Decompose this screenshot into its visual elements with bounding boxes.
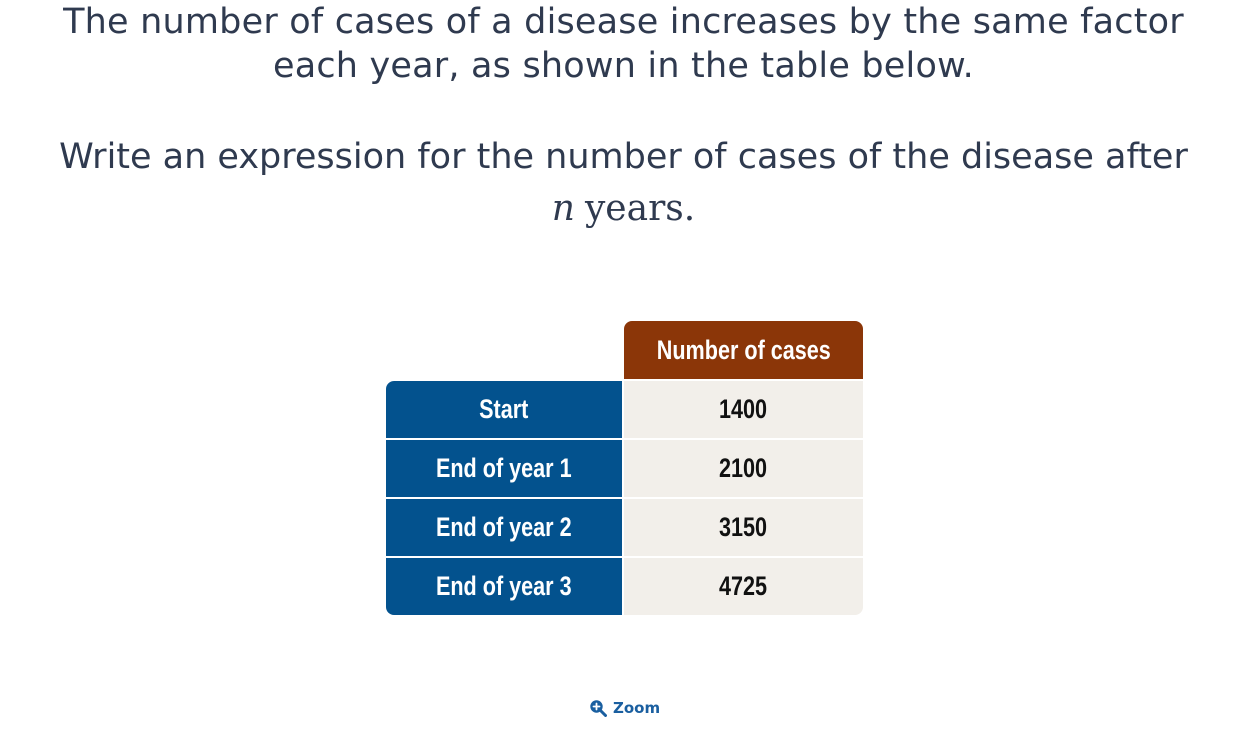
zoom-button[interactable]: Zoom (589, 697, 660, 719)
question-line-2: n years. (40, 186, 1207, 232)
cases-table: Number of cases Start 1400 End of year 1… (386, 321, 863, 617)
table-row: End of year 1 2100 (386, 440, 863, 497)
row-label-cell: End of year 2 (386, 499, 622, 556)
question-suffix: years. (584, 188, 696, 229)
zoom-in-icon (589, 699, 607, 717)
table-header: Number of cases (624, 321, 863, 379)
question-prompt: Write an expression for the number of ca… (40, 134, 1207, 232)
row-label: Start (479, 394, 529, 424)
row-value-cell: 3150 (624, 499, 863, 556)
row-label-cell: End of year 1 (386, 440, 622, 497)
variable-n: n (551, 188, 575, 229)
row-label: End of year 3 (436, 571, 572, 601)
row-label-cell: End of year 3 (386, 558, 622, 615)
table-body: Start 1400 End of year 1 2100 End of yea… (386, 381, 863, 615)
table-row: End of year 2 3150 (386, 499, 863, 556)
table-row: Start 1400 (386, 381, 863, 438)
question-intro: The number of cases of a disease increas… (63, 2, 1184, 86)
row-value-cell: 1400 (624, 381, 863, 438)
row-value: 4725 (719, 571, 768, 601)
row-value-cell: 2100 (624, 440, 863, 497)
question-text: Write an expression for the number of ca… (59, 137, 1188, 177)
row-label: End of year 2 (436, 512, 572, 542)
row-label: End of year 1 (436, 453, 572, 483)
table-row: End of year 3 4725 (386, 558, 863, 615)
row-label-cell: Start (386, 381, 622, 438)
row-value: 3150 (719, 512, 768, 542)
table-header-label: Number of cases (656, 334, 831, 365)
table-header-background (624, 321, 863, 379)
row-value-cell: 4725 (624, 558, 863, 615)
row-value: 1400 (719, 394, 768, 424)
row-value: 2100 (719, 453, 768, 483)
zoom-label: Zoom (613, 699, 661, 717)
